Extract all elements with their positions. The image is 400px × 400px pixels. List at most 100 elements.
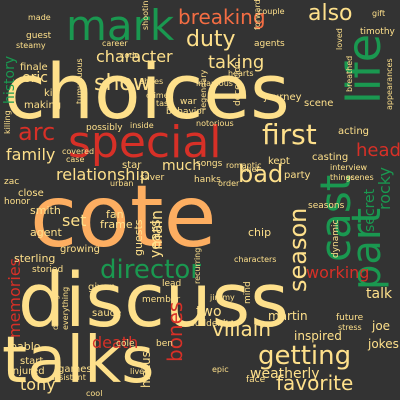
word: killing	[3, 110, 12, 134]
word: hanks	[194, 175, 221, 185]
word: season	[284, 208, 312, 292]
word: favorite	[276, 371, 353, 395]
word: kill	[44, 88, 58, 99]
word: frame	[100, 218, 133, 231]
word: main	[147, 210, 166, 250]
word: guests	[132, 219, 145, 256]
word: games	[58, 364, 92, 375]
word: crime	[146, 91, 169, 100]
word: covered	[62, 147, 94, 156]
word: future	[336, 313, 364, 323]
word: also	[308, 1, 353, 26]
word: seasons	[308, 201, 345, 211]
word: weatherly	[250, 366, 320, 382]
word: interview	[330, 163, 368, 172]
word: infamous	[196, 79, 233, 88]
word: cole	[116, 339, 135, 349]
word: breathed	[345, 56, 354, 92]
word: member	[142, 295, 180, 305]
word: shoes	[140, 77, 163, 86]
word: sterling	[14, 252, 55, 265]
word: chip	[248, 226, 271, 239]
word: zac	[4, 177, 19, 187]
word: family	[6, 145, 55, 164]
word: fan	[106, 208, 124, 221]
word: relationship	[56, 165, 150, 184]
word: recurring	[193, 248, 202, 284]
word: characters	[234, 255, 276, 264]
word: stress	[338, 323, 362, 332]
word: agent	[30, 226, 62, 239]
word: order	[218, 179, 240, 188]
word: suddenly	[190, 319, 232, 329]
word: hiatus	[139, 351, 153, 388]
word: case	[66, 155, 84, 164]
word: eric	[22, 70, 48, 86]
word: scene	[304, 98, 333, 109]
word: lead	[162, 279, 181, 289]
word: bad	[238, 160, 283, 188]
word: pablo	[10, 340, 41, 353]
word: directing	[51, 295, 60, 330]
word: start	[20, 356, 43, 367]
word: part	[344, 208, 390, 290]
word: loved	[335, 28, 344, 50]
word: years	[148, 219, 164, 258]
word: arc	[18, 118, 55, 146]
word: honor	[4, 197, 30, 207]
word: deception	[233, 61, 243, 106]
word: war	[180, 97, 197, 107]
word: possibly	[86, 123, 123, 133]
word: hearts	[228, 69, 254, 78]
word: forward	[253, 0, 262, 30]
word: assistant	[50, 373, 86, 382]
word: chef	[242, 165, 259, 174]
word: special	[68, 117, 222, 168]
word: face	[246, 375, 266, 385]
word: jokes	[367, 337, 399, 351]
word: character	[96, 47, 173, 66]
word: jimmy	[209, 293, 235, 302]
word: urban	[110, 179, 133, 188]
word: duty	[186, 27, 236, 52]
word: agents	[254, 39, 285, 49]
word: director	[100, 255, 201, 285]
word: injured	[10, 366, 45, 377]
word: career	[102, 39, 128, 48]
word: working	[306, 263, 369, 282]
word: couple	[258, 7, 285, 16]
word: acting	[338, 126, 369, 137]
word: bones	[163, 302, 187, 362]
word: sauce	[92, 308, 121, 319]
word: growing	[60, 244, 100, 255]
word: finale	[20, 62, 48, 73]
word: steamy	[16, 41, 46, 50]
word: mark	[66, 1, 175, 50]
word: tumultuous	[75, 58, 84, 104]
word: life	[337, 34, 391, 104]
word: cast	[311, 175, 360, 262]
word: cool	[86, 389, 102, 398]
word: romantic	[226, 161, 262, 170]
word: breaking	[178, 5, 266, 29]
word: gift	[372, 9, 385, 18]
word: memories	[5, 258, 24, 338]
word: dynamic	[331, 219, 341, 258]
word: secret	[362, 188, 378, 232]
word: things	[330, 173, 355, 182]
word: villain	[212, 317, 271, 341]
word: rocky	[375, 167, 394, 210]
word: casting	[312, 152, 348, 163]
word: scenes	[346, 173, 374, 182]
word: head	[356, 140, 400, 161]
word: task	[156, 99, 173, 108]
word: journey	[263, 92, 302, 103]
word: timothy	[360, 27, 396, 37]
word: talks	[2, 324, 155, 398]
word: legendary	[199, 70, 208, 110]
word: choices	[4, 47, 290, 136]
word: given	[88, 282, 116, 293]
word: history	[2, 56, 18, 104]
